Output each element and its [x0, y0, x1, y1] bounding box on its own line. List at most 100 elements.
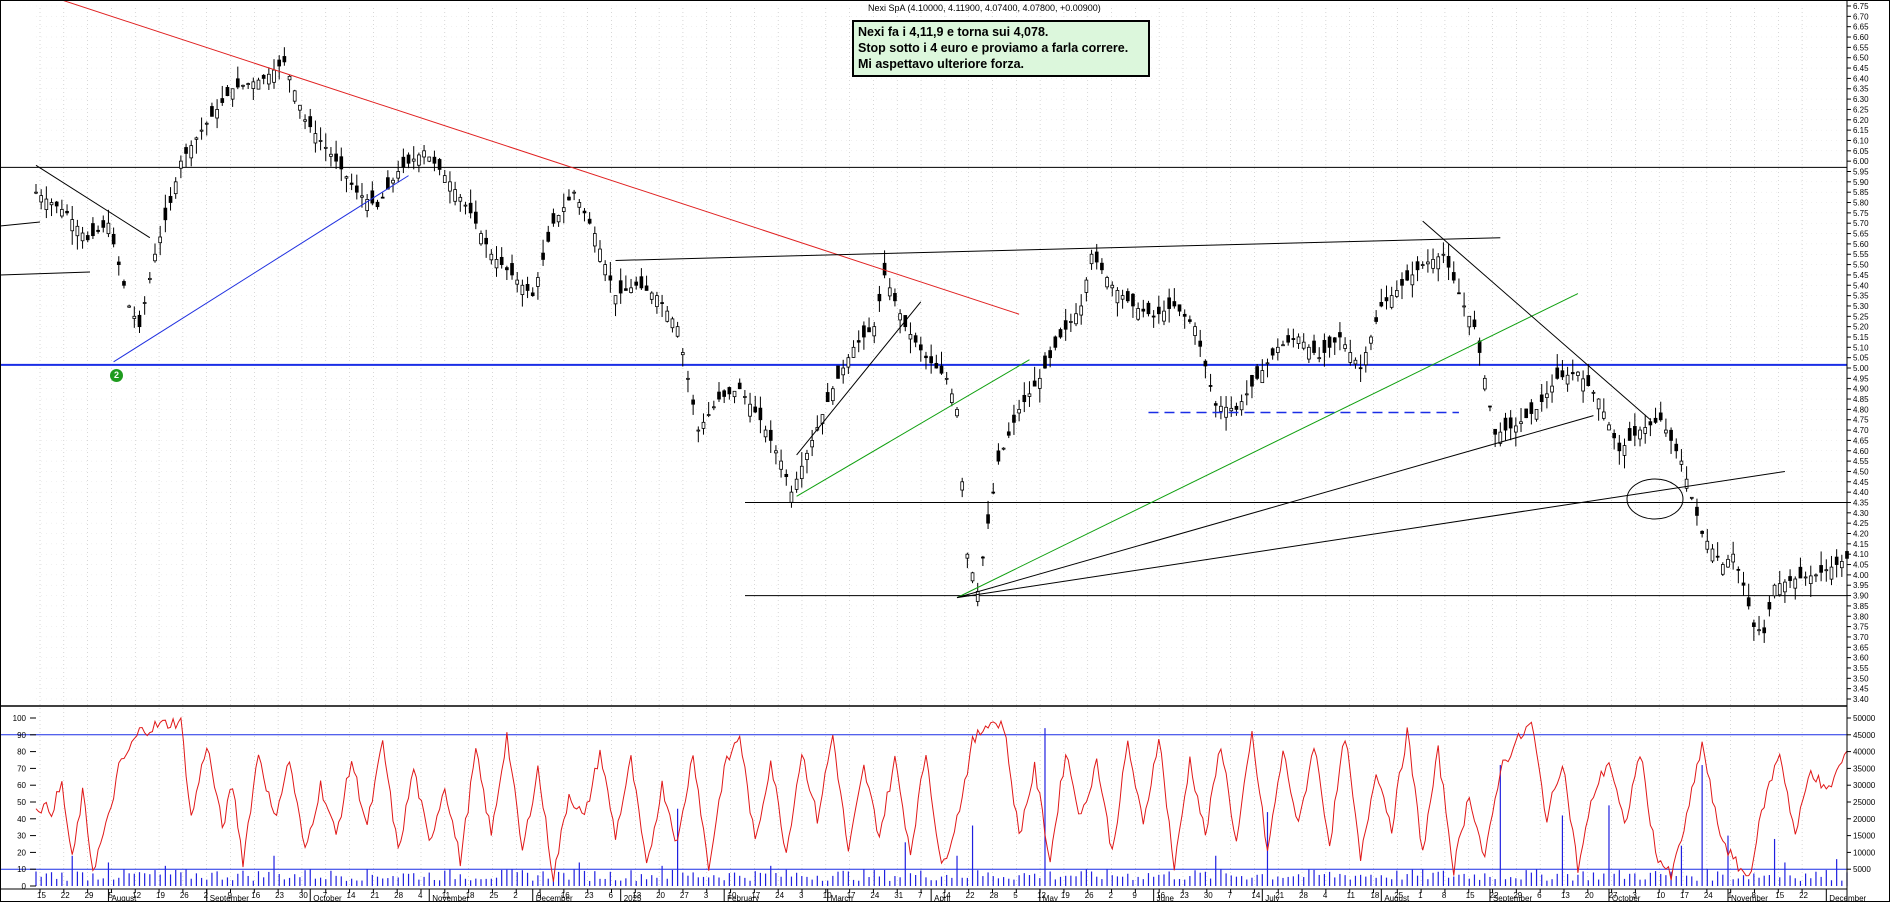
date-tick-label: 23 — [585, 891, 594, 900]
candle-body — [1146, 302, 1151, 315]
candle-body — [1213, 403, 1218, 406]
candle-body — [122, 281, 126, 286]
candle-body — [1203, 360, 1208, 367]
candle-body — [1638, 429, 1642, 440]
candle-body — [691, 399, 695, 405]
date-tick-label: 25 — [1394, 891, 1403, 900]
price-tick-label: 5.50 — [1853, 261, 1869, 270]
candle-body — [1793, 578, 1798, 589]
osc-tick-label: 50 — [17, 798, 26, 807]
candle-body — [349, 182, 354, 185]
candle-body — [587, 218, 592, 224]
candle-body — [603, 264, 607, 276]
volume-tick-label: 20000 — [1853, 815, 1876, 824]
candle-body — [1658, 412, 1663, 421]
volume-tick-label: 25000 — [1853, 798, 1876, 807]
osc-tick-label: 40 — [17, 815, 26, 824]
candle-body — [1125, 291, 1130, 302]
candle-body — [908, 333, 913, 340]
candle-body — [634, 281, 639, 286]
candle-body — [608, 275, 613, 281]
candle-body — [613, 295, 618, 305]
price-tick-label: 5.05 — [1853, 354, 1869, 363]
candle-body — [561, 207, 566, 212]
candle-body — [1565, 374, 1570, 385]
candle-body — [303, 119, 307, 122]
candle-body — [1689, 496, 1694, 499]
candle-body — [179, 160, 183, 169]
candle-body — [660, 302, 664, 304]
candle-body — [246, 83, 250, 85]
candle-body — [1710, 548, 1715, 562]
candle-body — [789, 491, 794, 503]
price-tick-label: 4.00 — [1853, 571, 1869, 580]
price-tick-label: 3.80 — [1853, 612, 1869, 621]
date-tick-label: 20 — [1585, 891, 1594, 900]
date-tick-label: 28 — [989, 891, 998, 900]
date-tick-label: 21 — [1275, 891, 1284, 900]
price-tick-label: 4.50 — [1853, 467, 1869, 476]
date-tick-label: 9 — [1132, 891, 1137, 900]
candle-body — [1529, 402, 1534, 414]
candle-body — [582, 210, 587, 214]
candle-body — [1508, 417, 1513, 429]
candle-body — [1622, 445, 1627, 456]
date-tick-label: 24 — [870, 891, 879, 900]
price-tick-label: 3.85 — [1853, 602, 1869, 611]
price-tick-label: 4.15 — [1853, 540, 1869, 549]
candle-body — [1633, 426, 1637, 436]
candle-body — [810, 440, 814, 448]
candle-body — [1570, 372, 1575, 375]
trendline — [956, 470, 1785, 599]
osc-tick-label: 20 — [17, 848, 26, 857]
candle-body — [473, 211, 478, 224]
candle-body — [85, 235, 90, 241]
candle-body — [675, 326, 680, 337]
candle-body — [1493, 428, 1497, 435]
price-tick-label: 5.75 — [1853, 209, 1869, 218]
candle-body — [1079, 305, 1084, 316]
month-label: August — [111, 894, 137, 902]
candle-body — [1110, 284, 1115, 289]
short-level — [0, 221, 41, 227]
candle-body — [975, 591, 980, 602]
date-tick-label: 5 — [1013, 891, 1018, 900]
candle-body — [624, 288, 628, 291]
date-tick-label: 16 — [1156, 891, 1165, 900]
candle-body — [417, 154, 421, 166]
price-tick-label: 5.55 — [1853, 250, 1869, 259]
candle-body — [743, 396, 747, 398]
date-tick-label: 6 — [1537, 891, 1542, 900]
price-tick-label: 6.75 — [1853, 2, 1869, 11]
date-tick-label: 19 — [1061, 891, 1070, 900]
candle-body — [1281, 344, 1285, 347]
candle-body — [525, 284, 530, 291]
candle-body — [1643, 427, 1648, 434]
price-tick-label: 6.70 — [1853, 12, 1869, 21]
candle-body — [1012, 414, 1016, 423]
candle-body — [44, 198, 49, 210]
candle-body — [1338, 332, 1342, 338]
candle-body — [551, 213, 556, 224]
candle-body — [287, 75, 292, 81]
candle-body — [1156, 306, 1161, 315]
candle-body — [981, 556, 985, 559]
candle-body — [1301, 341, 1306, 349]
candle-body — [1720, 564, 1725, 575]
trendline — [60, 0, 1020, 315]
candle-body — [432, 156, 437, 164]
month-label: September — [1493, 894, 1532, 902]
date-tick-label: 13 — [1561, 891, 1570, 900]
volume-tick-label: 40000 — [1853, 748, 1876, 757]
candle-body — [1151, 315, 1156, 318]
candle-body — [939, 365, 944, 374]
candle-body — [1353, 359, 1358, 365]
candle-body — [458, 196, 463, 202]
date-tick-label: 3 — [1632, 891, 1637, 900]
candle-body — [1307, 346, 1311, 360]
candle-body — [148, 277, 152, 280]
date-tick-label: 10 — [728, 891, 737, 900]
candle-body — [1022, 394, 1027, 403]
candle-body — [680, 352, 685, 356]
date-tick-label: 4 — [1323, 891, 1328, 900]
